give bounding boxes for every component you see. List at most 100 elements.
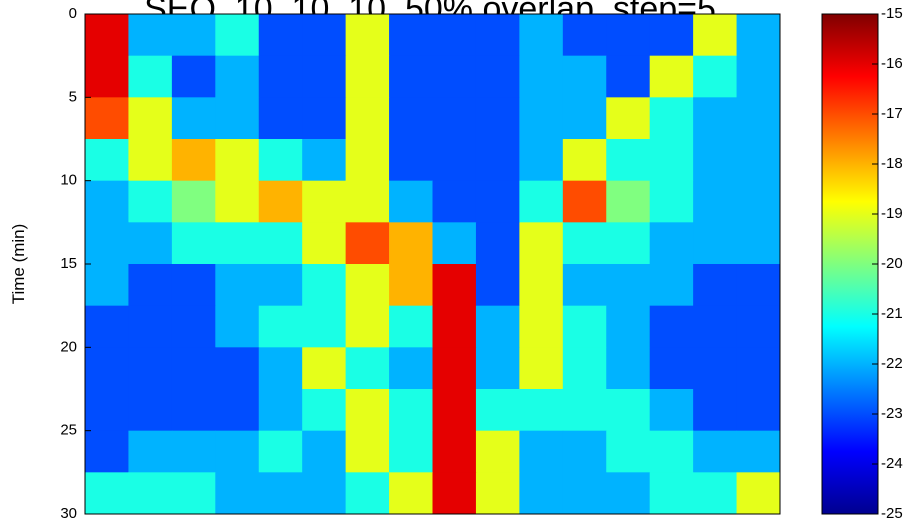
- colorbar-tick-label: -22: [881, 355, 903, 372]
- heatmap-cell: [606, 97, 651, 140]
- heatmap-cell: [215, 14, 260, 57]
- heatmap-cell: [215, 305, 260, 348]
- heatmap-cell: [475, 55, 520, 98]
- heatmap-cell: [475, 347, 520, 390]
- heatmap-cell: [736, 139, 781, 182]
- heatmap-cell: [389, 97, 433, 140]
- heatmap-cell: [562, 264, 607, 307]
- heatmap-cell: [171, 347, 216, 390]
- heatmap-cell: [258, 264, 303, 307]
- heatmap-cell: [85, 14, 129, 57]
- heatmap-cell: [85, 55, 129, 98]
- heatmap-cell: [475, 264, 520, 307]
- colorbar-tick-label: -15: [881, 5, 903, 22]
- heatmap-cell: [693, 389, 738, 432]
- heatmap-cell: [736, 430, 781, 473]
- heatmap-cell: [302, 305, 347, 348]
- heatmap-cell: [606, 472, 651, 515]
- heatmap-cell: [258, 55, 303, 98]
- heatmap-cell: [345, 55, 390, 98]
- heatmap-cell: [693, 222, 738, 265]
- heatmap-cell: [519, 14, 564, 57]
- heatmap-cell: [606, 430, 651, 473]
- heatmap-cell: [171, 305, 216, 348]
- heatmap-cell: [475, 472, 520, 515]
- heatmap-cell: [432, 97, 477, 140]
- heatmap-cell: [215, 347, 260, 390]
- heatmap-cell: [432, 264, 477, 307]
- heatmap-cell: [302, 264, 347, 307]
- heatmap-cell: [128, 389, 173, 432]
- heatmap-cell: [475, 97, 520, 140]
- heatmap-cell: [389, 180, 433, 223]
- heatmap-cell: [562, 55, 607, 98]
- heatmap-cell: [693, 472, 738, 515]
- heatmap-cell: [215, 389, 260, 432]
- heatmap-cell: [649, 264, 694, 307]
- heatmap-cell: [432, 222, 477, 265]
- heatmap-cell: [519, 97, 564, 140]
- heatmap-cell: [302, 14, 347, 57]
- heatmap-cell: [128, 305, 173, 348]
- heatmap-cell: [519, 347, 564, 390]
- heatmap-cell: [345, 389, 390, 432]
- heatmap-cell: [128, 264, 173, 307]
- heatmap-cell: [606, 14, 651, 57]
- heatmap-cell: [345, 347, 390, 390]
- heatmap-cell: [432, 472, 477, 515]
- heatmap-cell: [85, 472, 129, 515]
- heatmap-cell: [258, 472, 303, 515]
- heatmap-cell: [128, 139, 173, 182]
- heatmap-cell: [302, 389, 347, 432]
- heatmap-cell: [519, 389, 564, 432]
- heatmap-cell: [432, 347, 477, 390]
- heatmap-cell: [389, 139, 433, 182]
- heatmap-cell: [171, 430, 216, 473]
- heatmap-cell: [519, 55, 564, 98]
- y-tick-label: 25: [60, 422, 77, 439]
- heatmap-cell: [736, 180, 781, 223]
- y-tick-label: 10: [60, 172, 77, 189]
- heatmap-cell: [562, 222, 607, 265]
- heatmap-cell: [171, 14, 216, 57]
- colorbar-tick-label: -21: [881, 305, 903, 322]
- heatmap-cell: [215, 222, 260, 265]
- heatmap-cell: [693, 97, 738, 140]
- heatmap-cell: [475, 14, 520, 57]
- heatmap-cell: [128, 430, 173, 473]
- heatmap-cell: [606, 264, 651, 307]
- heatmap-cell: [389, 264, 433, 307]
- colorbar-tick-label: -19: [881, 205, 903, 222]
- heatmap-cell: [258, 347, 303, 390]
- heatmap-cell: [693, 305, 738, 348]
- heatmap-cell: [302, 472, 347, 515]
- heatmap-cell: [562, 180, 607, 223]
- y-tick-label: 5: [69, 88, 77, 105]
- heatmap-cell: [432, 305, 477, 348]
- heatmap-cell: [432, 14, 477, 57]
- heatmap-cell: [171, 264, 216, 307]
- heatmap-cell: [649, 430, 694, 473]
- heatmap-cell: [345, 305, 390, 348]
- plot-area: [85, 14, 781, 515]
- heatmap-cell: [171, 222, 216, 265]
- heatmap-cell: [345, 472, 390, 515]
- heatmap-cell: [606, 180, 651, 223]
- y-tick-label: 15: [60, 255, 77, 272]
- heatmap-cell: [562, 347, 607, 390]
- heatmap-cell: [128, 222, 173, 265]
- heatmap-cell: [215, 97, 260, 140]
- heatmap-cell: [171, 472, 216, 515]
- heatmap-cell: [736, 55, 781, 98]
- heatmap-cell: [475, 305, 520, 348]
- heatmap-cell: [693, 55, 738, 98]
- heatmap-cell: [432, 139, 477, 182]
- heatmap-cell: [736, 389, 781, 432]
- heatmap-cell: [649, 55, 694, 98]
- heatmap-cell: [736, 305, 781, 348]
- heatmap-cell: [85, 180, 129, 223]
- heatmap-cell: [736, 97, 781, 140]
- heatmap-cell: [606, 347, 651, 390]
- heatmap-cell: [302, 430, 347, 473]
